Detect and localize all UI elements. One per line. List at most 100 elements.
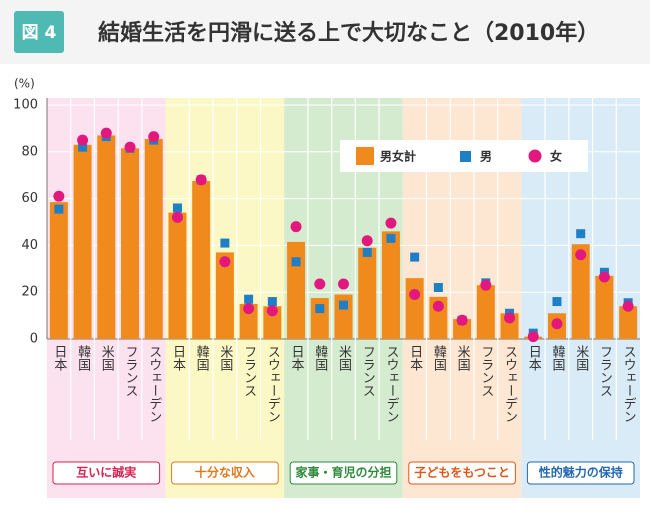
x-tick-label: 日本	[289, 345, 305, 371]
figure-label: 図 4	[22, 23, 57, 43]
female-marker	[100, 127, 112, 139]
group-label-box	[408, 461, 516, 485]
figure-badge	[14, 11, 64, 53]
female-marker	[504, 312, 516, 324]
y-tick-label: 100	[13, 98, 38, 113]
female-marker	[219, 256, 231, 268]
bar	[97, 135, 116, 339]
bar	[263, 306, 282, 339]
x-tick-label: 韓国	[75, 345, 91, 371]
x-tick-label: フランス	[478, 345, 493, 397]
legend-label: 男	[480, 150, 492, 164]
female-marker	[124, 141, 136, 153]
bar	[144, 138, 163, 339]
female-marker	[266, 305, 278, 317]
legend-label: 男女計	[380, 149, 416, 164]
x-tick-label: フランス	[360, 345, 375, 397]
male-marker	[172, 203, 182, 213]
legend-swatch	[356, 147, 374, 165]
female-marker	[148, 131, 160, 143]
x-tick-label: 米国	[573, 345, 589, 371]
bar	[476, 285, 495, 339]
female-marker	[598, 271, 610, 283]
bar	[49, 202, 68, 339]
group-label-box	[171, 461, 279, 485]
female-marker	[432, 300, 444, 312]
x-tick-label: スウェーデン	[502, 345, 517, 423]
male-marker	[78, 142, 88, 152]
female-marker	[338, 278, 349, 290]
y-tick-label: 20	[21, 285, 38, 300]
female-marker	[314, 278, 326, 290]
x-tick-label: 米国	[455, 345, 471, 371]
y-tick-label: 40	[21, 238, 38, 253]
male-marker	[244, 294, 254, 304]
x-tick-label: スウェーデン	[383, 345, 398, 423]
male-marker	[267, 297, 277, 307]
group-label: 互いに誠実	[76, 465, 136, 480]
legend-swatch	[460, 151, 471, 162]
female-marker	[480, 279, 492, 291]
x-tick-label: フランス	[241, 345, 256, 397]
group-label: 十分な収入	[195, 465, 255, 480]
group-label: 子どもをもつこと	[414, 466, 510, 480]
y-tick-label: 0	[30, 332, 38, 347]
bar	[381, 231, 400, 339]
male-marker	[315, 304, 325, 314]
female-marker	[622, 300, 634, 312]
legend-swatch	[528, 149, 542, 163]
x-tick-label: スウェーデン	[621, 345, 636, 423]
male-marker	[220, 238, 230, 248]
x-tick-label: 日本	[526, 345, 542, 371]
male-marker	[433, 283, 443, 293]
group-label: 家事・育児の分担	[295, 465, 391, 480]
group-label-box	[526, 461, 635, 485]
x-tick-label: 日本	[170, 345, 186, 371]
male-marker	[54, 204, 64, 214]
female-marker	[409, 289, 421, 301]
y-tick-label: 60	[21, 191, 38, 206]
bar	[595, 275, 614, 339]
bar	[121, 148, 140, 339]
chart-title: 結婚生活を円滑に送る上で大切なこと（2010年）	[98, 20, 599, 46]
x-tick-label: 韓国	[549, 345, 565, 371]
y-axis-label: (%)	[14, 77, 35, 91]
bar	[73, 144, 92, 339]
bar	[215, 252, 234, 339]
group-label: 性的魅力の保持	[538, 465, 623, 480]
y-tick-label: 80	[21, 144, 38, 159]
female-marker	[385, 217, 397, 229]
bar	[168, 212, 187, 339]
group-label-box	[52, 461, 161, 485]
group-label-box	[289, 461, 398, 485]
female-marker	[575, 249, 587, 261]
x-tick-label: スウェーデン	[146, 345, 161, 423]
male-marker	[576, 229, 586, 239]
bar	[571, 244, 590, 339]
female-marker	[456, 314, 468, 326]
male-marker	[362, 247, 372, 257]
x-tick-label: 日本	[407, 345, 423, 371]
male-marker	[552, 297, 562, 307]
female-marker	[195, 174, 207, 186]
x-tick-label: 米国	[336, 345, 352, 371]
male-marker	[410, 252, 420, 262]
x-tick-label: 米国	[99, 345, 115, 371]
female-marker	[171, 211, 183, 223]
female-marker	[77, 134, 89, 146]
male-marker	[339, 300, 348, 310]
x-tick-label: フランス	[597, 345, 612, 397]
female-marker	[290, 221, 302, 233]
bar	[192, 181, 211, 339]
bar	[358, 247, 377, 339]
x-tick-label: スウェーデン	[265, 345, 280, 423]
bar	[405, 278, 424, 339]
male-marker	[386, 233, 396, 243]
female-marker	[527, 331, 539, 343]
female-marker	[361, 235, 373, 247]
x-tick-label: 日本	[51, 345, 67, 371]
bar	[287, 241, 306, 339]
female-marker	[53, 190, 65, 202]
x-tick-label: 韓国	[431, 345, 447, 371]
